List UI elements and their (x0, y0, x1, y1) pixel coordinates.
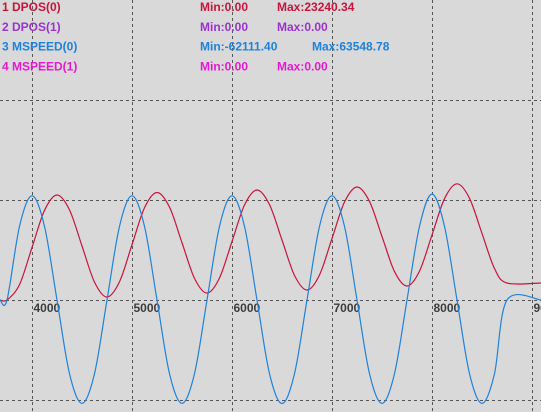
h-grid (0, 100, 541, 401)
legend-max: Max:23240.34 (277, 0, 355, 14)
legend-max: Max:0.00 (277, 20, 328, 34)
x-tick-label: 6000 (234, 301, 261, 315)
x-tick-label: 5000 (134, 301, 161, 315)
x-tick-label: 4000 (34, 301, 61, 315)
legend-name: 2 DPOS(1) (2, 20, 61, 34)
legend-name: 3 MSPEED(0) (2, 40, 77, 54)
legend-name: 1 DPOS(0) (2, 0, 61, 14)
legend-min: Min:0.00 (200, 59, 248, 73)
x-tick-label: 9000 (534, 301, 541, 315)
legend-name: 4 MSPEED(1) (2, 59, 77, 73)
x-tick-label: 8000 (434, 301, 461, 315)
series-line (0, 183, 541, 302)
legend-min: Min:0.00 (200, 0, 248, 14)
legend-min: Min:0.00 (200, 20, 248, 34)
legend-min: Min:-62111.40 (200, 40, 278, 54)
x-tick-label: 7000 (334, 301, 361, 315)
legend-max: Max:63548.78 (312, 40, 390, 54)
series-line (0, 193, 541, 405)
legend-max: Max:0.00 (277, 59, 328, 73)
